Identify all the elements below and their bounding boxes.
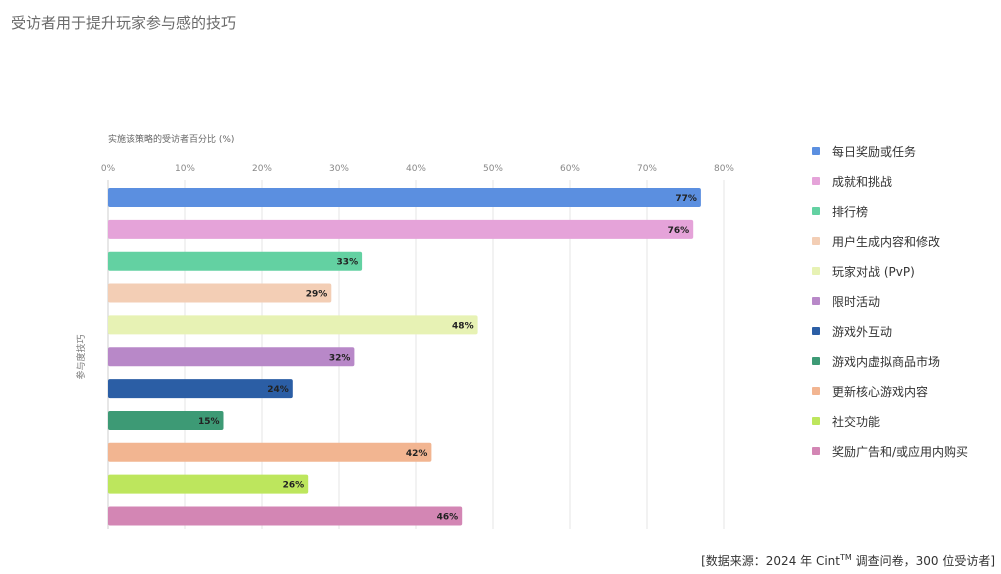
bar [108,379,293,399]
x-tick-label: 60% [560,164,580,174]
legend-label: 更新核心游戏内容 [832,384,929,399]
chart-title: 受访者用于提升玩家参与感的技巧 [11,14,237,32]
legend-label: 每日奖励或任务 [832,144,917,159]
bar [108,219,694,239]
legend-item: 用户生成内容和修改 [812,226,968,256]
data-label: 24% [267,385,289,395]
legend-item: 玩家对战 (PvP) [812,256,968,286]
legend-item: 限时活动 [812,286,968,316]
trademark-sup: TM [839,553,852,562]
legend-label: 限时活动 [832,294,881,309]
data-label: 33% [337,258,359,268]
legend-swatch [812,387,820,395]
legend-swatch [812,237,820,245]
bar [108,442,432,462]
data-label: 48% [452,321,474,331]
legend-item: 游戏内虚拟商品市场 [812,346,968,376]
x-tick-label: 50% [483,164,503,174]
bars [108,188,701,526]
source-prefix: [数据来源：2024 年 Cint [701,554,840,568]
legend-label: 成就和挑战 [832,174,893,189]
bar [108,347,355,367]
data-labels: 77% 76% 33% 29% 48% 32% 24% 15% 42% 26% 46% [198,194,697,523]
legend-item: 成就和挑战 [812,166,968,196]
data-label: 15% [198,417,220,427]
x-tick-label: 40% [406,164,426,174]
legend-swatch [812,357,820,365]
x-tick-label: 10% [175,164,195,174]
x-axis-label: 实施该策略的受访者百分比 (%) [108,133,234,145]
data-label: 46% [437,513,459,523]
data-label: 26% [283,481,305,491]
legend-label: 游戏内虚拟商品市场 [832,354,941,369]
x-tick-label: 0% [101,164,116,174]
legend-label: 奖励广告和/或应用内购买 [832,444,969,459]
bar [108,315,478,335]
legend-label: 社交功能 [832,414,881,429]
legend-label: 玩家对战 (PvP) [832,264,915,279]
bar [108,474,309,494]
x-tick-label: 70% [637,164,657,174]
data-label: 32% [329,353,351,363]
legend-swatch [812,177,820,185]
legend-swatch [812,147,820,155]
source-note: [数据来源：2024 年 CintTM 调查问卷，300 位受访者] [701,552,995,569]
source-suffix: 调查问卷，300 位受访者] [851,554,995,568]
bar [108,251,363,271]
bar [108,283,332,303]
legend-swatch [812,207,820,215]
legend-item: 奖励广告和/或应用内购买 [812,436,968,466]
legend-item: 排行榜 [812,196,968,226]
data-label: 77% [675,194,697,204]
legend-swatch [812,327,820,335]
bar-chart: 实施该策略的受访者百分比 (%) 参与度技巧 0% 10% 20% 30% 40% 50%… [75,133,735,529]
data-label: 29% [306,290,328,300]
x-tick-label: 20% [252,164,272,174]
data-label: 42% [406,449,428,459]
legend-swatch [812,417,820,425]
data-label: 76% [668,226,690,236]
legend-item: 社交功能 [812,406,968,436]
y-axis-label: 参与度技巧 [75,334,87,379]
legend: 每日奖励或任务 成就和挑战排行榜用户生成内容和修改 玩家对战 (PvP) 限时活动游戏… [812,136,968,466]
legend-label: 排行榜 [832,204,869,219]
legend-item: 更新核心游戏内容 [812,376,968,406]
legend-swatch [812,297,820,305]
bar [108,188,701,207]
legend-swatch [812,267,820,275]
legend-label: 用户生成内容和修改 [832,234,941,249]
legend-item: 游戏外互动 [812,316,968,346]
x-tick-labels: 0% 10% 20% 30% 40% 50% 60% 70% 80% [101,164,735,174]
x-tick-label: 80% [714,164,734,174]
bar [108,506,463,526]
legend-item: 每日奖励或任务 [812,136,968,166]
x-tick-label: 30% [329,164,349,174]
legend-label: 游戏外互动 [832,324,893,339]
legend-swatch [812,447,820,455]
bar [108,410,224,430]
